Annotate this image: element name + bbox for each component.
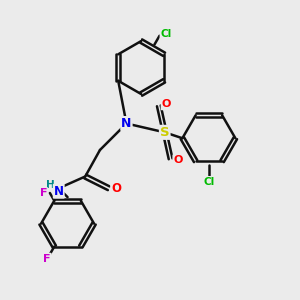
Text: O: O	[173, 155, 183, 165]
Text: N: N	[121, 117, 132, 130]
Text: S: S	[160, 126, 169, 139]
Text: O: O	[111, 182, 121, 195]
Text: F: F	[43, 254, 51, 264]
Text: F: F	[40, 188, 47, 198]
Text: H: H	[46, 180, 55, 190]
Text: Cl: Cl	[160, 29, 172, 39]
Text: N: N	[54, 185, 64, 198]
Text: O: O	[161, 99, 171, 110]
Text: Cl: Cl	[203, 177, 214, 187]
